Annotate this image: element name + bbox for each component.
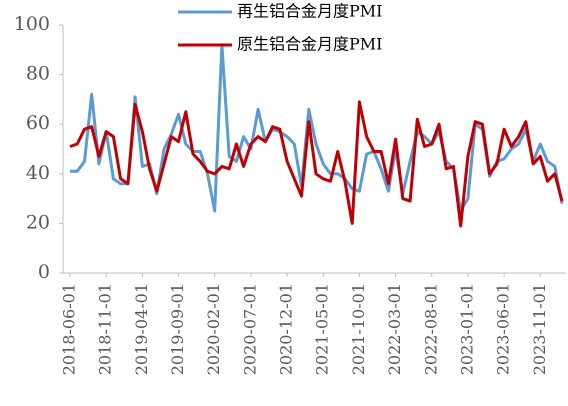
x-tick-label: 2020-12-01 (277, 283, 296, 375)
y-tick-label: 20 (26, 211, 50, 233)
y-tick-label: 100 (14, 13, 50, 35)
x-tick-label: 2023-06-01 (494, 283, 513, 375)
y-tick-label: 40 (26, 162, 50, 184)
x-tick-label: 2019-04-01 (132, 283, 151, 375)
series-line (69, 100, 564, 228)
x-tick-label: 2020-07-01 (240, 283, 259, 375)
x-tick-label: 2023-01-01 (457, 283, 476, 375)
x-tick-label: 2022-08-01 (421, 283, 440, 375)
series-line (70, 43, 564, 213)
x-tick-label: 2020-02-01 (204, 283, 223, 375)
x-tick-label: 2022-03-01 (385, 283, 404, 375)
x-tick-label: 2019-09-01 (168, 283, 187, 375)
x-tick-label: 2023-11-01 (530, 283, 549, 375)
x-tick-label: 2021-05-01 (313, 283, 332, 375)
x-tick-label: 2018-11-01 (96, 283, 115, 375)
legend-label: 再生铝合金月度PMI (237, 2, 382, 21)
y-tick-label: 60 (26, 112, 50, 134)
y-tick-label: 80 (26, 63, 50, 85)
legend-label: 原生铝合金月度PMI (237, 35, 382, 54)
x-tick-label: 2021-10-01 (349, 283, 368, 375)
y-tick-label: 0 (38, 261, 50, 283)
x-tick-label: 2018-06-01 (60, 283, 79, 375)
